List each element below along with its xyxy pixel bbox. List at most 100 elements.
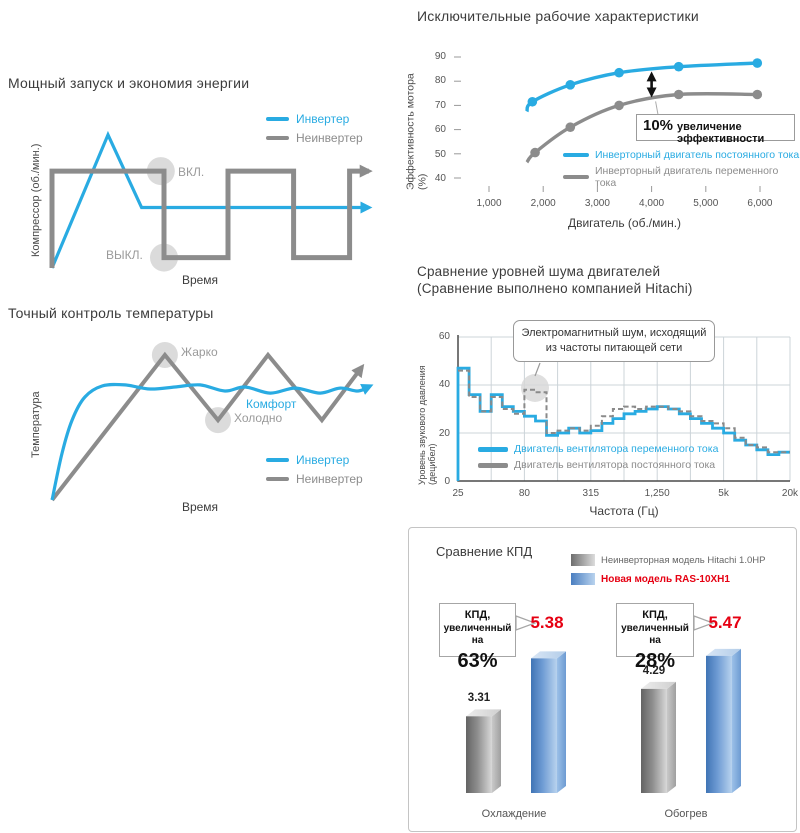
cop-chart-title: Сравнение КПД — [436, 544, 533, 559]
heating-old-value: 4.29 — [642, 664, 666, 677]
noise-chart-subtitle: (Сравнение выполнено компанией Hitachi) — [417, 281, 693, 296]
callout-line-2: увеличенный на — [621, 622, 689, 647]
legend-label: Неинверторная модель Hitachi 1.0HP — [601, 554, 766, 566]
legend-label: Двигатель вентилятора переменного тока — [514, 443, 719, 455]
legend-label: Неинвертер — [296, 131, 363, 145]
cold-point-label: Холодно — [234, 411, 283, 425]
temperature-chart-title: Точный контроль температуры — [8, 305, 214, 321]
efficiency-legend: Инверторный двигатель постоянного тока И… — [563, 149, 800, 193]
tick-label: 50 — [434, 148, 446, 160]
tick-label: 80 — [434, 75, 446, 87]
efficiency-plot — [454, 56, 763, 192]
callout-line-2: из частоты питающей сети — [545, 342, 683, 355]
comfort-point-label: Комфорт — [246, 397, 297, 411]
legend-item-ac-fan: Двигатель вентилятора переменного тока — [478, 443, 718, 455]
callout-line-2: увеличенный на — [443, 622, 512, 647]
legend-item-noninverter: Неинвертер — [266, 472, 363, 486]
legend-label: Двигатель вентилятора постоянного тока — [514, 459, 716, 471]
legend-item-new-model: Новая модель RAS-10XH1 — [571, 573, 765, 585]
on-state-label: ВКЛ. — [178, 165, 205, 179]
tick-label: 25 — [452, 488, 464, 499]
inverter-line-swatch — [266, 117, 289, 121]
legend-item-noninverter: Неинвертер — [266, 131, 363, 145]
noise-chart-panel: Сравнение уровней шума двигателей (Сравн… — [400, 260, 800, 525]
legend-item-inverter: Инвертер — [266, 112, 363, 126]
tick-label: 0 — [444, 475, 450, 487]
tick-label: 1,250 — [644, 488, 670, 499]
legend-label: Инвертер — [296, 112, 350, 126]
callout-line-1: Электромагнитный шум, исходящий — [521, 327, 707, 339]
tick-label: 5,000 — [693, 198, 719, 209]
tick-label: 315 — [582, 488, 600, 499]
heating-callout-box: КПД, увеличенный на 28% — [616, 603, 694, 672]
cooling-category-label: Охлаждение — [481, 808, 547, 820]
tick-label: 1,000 — [476, 198, 502, 209]
efficiency-y-ticks: 90 80 70 60 50 40 — [422, 51, 446, 184]
tick-label: 40 — [438, 379, 450, 391]
compressor-chart-panel: Мощный запуск и экономия энергии Инверте… — [0, 70, 400, 295]
noninverter-line-swatch — [266, 136, 289, 140]
compressor-legend: Инвертер Неинвертер — [266, 112, 363, 150]
tick-label: 70 — [434, 99, 446, 111]
tick-label: 90 — [434, 51, 446, 62]
callout-line-1: КПД, — [642, 609, 668, 621]
temperature-legend: Инвертер Неинвертер — [266, 453, 363, 491]
legend-item-old-model: Неинверторная модель Hitachi 1.0HP — [571, 554, 765, 566]
tick-label: 80 — [518, 488, 530, 499]
efficiency-chart-title: Исключительные рабочие характеристики — [417, 8, 699, 24]
callout-percent: 63% — [457, 649, 498, 672]
tick-label: 20k — [781, 488, 799, 499]
noninverter-line-swatch — [266, 477, 289, 481]
efficiency-annotation-box: 10% увеличение эффективности — [636, 114, 795, 145]
noise-y-ticks: 60 40 20 0 — [430, 331, 450, 487]
callout-percent: 28% — [634, 649, 676, 672]
legend-item-dc-motor: Инверторный двигатель постоянного тока — [563, 149, 800, 161]
noise-chart-title: Сравнение уровней шума двигателей — [417, 264, 661, 279]
cop-chart-panel: Сравнение КПД Неинверторная модель Hitac… — [408, 527, 797, 832]
cop-bars-plot — [466, 615, 741, 793]
old-model-swatch — [571, 554, 595, 566]
tick-label: 20 — [438, 427, 450, 439]
compressor-chart-title: Мощный запуск и экономия энергии — [8, 75, 250, 91]
heating-category-label: Обогрев — [664, 808, 708, 820]
annotation-text: увеличение эффективности — [677, 121, 765, 145]
noise-x-axis-label: Частота (Гц) — [589, 504, 659, 518]
callout-line-1: КПД, — [464, 609, 491, 621]
tick-label: 5k — [718, 488, 729, 499]
cooling-callout-box: КПД, увеличенный на 63% — [439, 603, 516, 672]
tick-label: 60 — [438, 331, 450, 342]
temperature-x-axis-label: Время — [181, 500, 219, 514]
tick-label: 3,000 — [584, 198, 610, 209]
legend-item-ac-motor: Инверторный двигатель переменного тока — [563, 165, 800, 189]
annotation-percent: 10% — [643, 117, 674, 134]
legend-label: Инвертер — [296, 453, 350, 467]
tick-label: 2,000 — [530, 198, 556, 209]
noise-legend: Двигатель вентилятора переменного тока Д… — [478, 443, 718, 475]
temperature-plot — [50, 341, 374, 502]
tick-label: 4,000 — [639, 198, 665, 209]
noise-callout-box: Электромагнитный шум, исходящий из часто… — [513, 320, 715, 362]
inverter-line-swatch — [266, 458, 289, 462]
cooling-new-value: 5.38 — [530, 613, 564, 632]
ac-motor-line-swatch — [563, 175, 589, 179]
hot-point-label: Жарко — [181, 345, 218, 359]
legend-item-dc-fan: Двигатель вентилятора постоянного тока — [478, 459, 718, 471]
tick-label: 6,000 — [747, 198, 773, 209]
ac-fan-line-swatch — [478, 446, 508, 452]
cop-legend: Неинверторная модель Hitachi 1.0HP Новая… — [571, 554, 765, 592]
efficiency-chart-panel: Исключительные рабочие характеристики Эф… — [400, 0, 800, 240]
compressor-x-axis-label: Время — [181, 273, 219, 287]
legend-label: Новая модель RAS-10XH1 — [601, 573, 730, 585]
legend-item-inverter: Инвертер — [266, 453, 363, 467]
compressor-plot — [49, 130, 373, 272]
legend-label: Неинвертер — [296, 472, 363, 486]
legend-label: Инверторный двигатель переменного тока — [595, 165, 779, 189]
cooling-old-value: 3.31 — [467, 692, 491, 705]
tick-label: 60 — [434, 124, 446, 136]
new-model-swatch — [571, 573, 595, 585]
heating-new-value: 5.47 — [708, 613, 742, 632]
dc-motor-line-swatch — [563, 153, 589, 157]
efficiency-x-axis-label: Двигатель (об./мин.) — [567, 216, 682, 230]
efficiency-x-ticks: 1,000 2,000 3,000 4,000 5,000 6,000 — [467, 198, 782, 209]
